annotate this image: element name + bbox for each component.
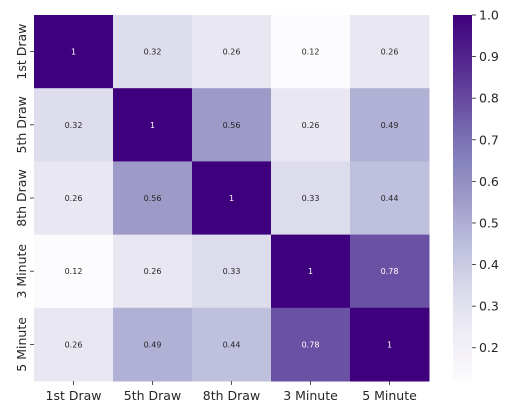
y-axis: 1st Draw 5th Draw 8th Draw 3 Minute 5 Minute [14, 24, 34, 372]
heatmap-cell-5th-draw-1st-draw [34, 88, 114, 162]
colorbar-tick-label: 0.3 [479, 299, 499, 314]
x-tick-label: 5th Draw [124, 388, 181, 403]
y-tick-label: 8th Draw [14, 169, 29, 226]
cell-value-label: 0.26 [223, 48, 241, 57]
heatmap-cell-1st-draw-8th-draw [192, 15, 272, 89]
heatmap-cell-5-minute-8th-draw [192, 307, 272, 382]
heatmap-cell-1st-draw-5th-draw [113, 15, 193, 89]
heatmap-cell-1st-draw-3-minute [271, 15, 351, 89]
x-tick-label: 5 Minute [362, 388, 417, 403]
heatmap-cell-3-minute-8th-draw [192, 234, 272, 309]
cell-value-label: 0.32 [65, 121, 83, 130]
heatmap-cell-5th-draw-3-minute [271, 88, 351, 162]
x-tick-label: 1st Draw [46, 388, 102, 403]
cell-value-label: 0.26 [144, 267, 162, 276]
heatmap-cell-3-minute-5th-draw [113, 234, 193, 309]
y-tick-label: 1st Draw [14, 24, 29, 80]
heatmap-cell-8th-draw-3-minute [271, 161, 351, 236]
cell-value-label: 0.32 [144, 48, 162, 57]
heatmap-cell-labels: 1 0.32 0.26 0.12 0.26 0.32 1 0.56 0.26 0.49 0.26 0.… [65, 48, 399, 350]
heatmap-cell-3-minute-3-minute [271, 234, 351, 309]
cell-value-label: 0.26 [65, 194, 83, 203]
cell-value-label: 1 [308, 267, 313, 276]
cell-value-label: 0.33 [223, 267, 241, 276]
heatmap-cell-3-minute-5-minute [350, 234, 430, 309]
cell-value-label: 0.12 [302, 48, 320, 57]
y-tick-label: 5th Draw [14, 96, 29, 153]
cell-value-label: 0.78 [302, 340, 320, 349]
heatmap-cell-5-minute-5-minute [350, 307, 430, 382]
heatmap-cell-5-minute-3-minute [271, 307, 351, 382]
colorbar-tick-label: 0.9 [479, 49, 499, 64]
colorbar-tick-label: 0.8 [479, 91, 499, 106]
heatmap-cell-5-minute-5th-draw [113, 307, 193, 382]
colorbar-gradient [453, 15, 472, 381]
y-tick-label: 5 Minute [14, 317, 29, 372]
heatmap-cell-5-minute-1st-draw [34, 307, 114, 382]
colorbar-tick-label: 0.7 [479, 132, 499, 147]
heatmap-cell-1st-draw-5-minute [350, 15, 430, 89]
heatmap-cell-8th-draw-1st-draw [34, 161, 114, 236]
heatmap-cell-3-minute-1st-draw [34, 234, 114, 309]
x-axis: 1st Draw 5th Draw 8th Draw 3 Minute 5 Minute [46, 381, 417, 403]
heatmap-cell-5th-draw-5-minute [350, 88, 430, 162]
cell-value-label: 0.44 [381, 194, 399, 203]
colorbar-tick-label: 0.5 [479, 215, 499, 230]
cell-value-label: 0.26 [381, 48, 399, 57]
heatmap-cell-8th-draw-8th-draw [192, 161, 272, 236]
cell-value-label: 1 [387, 340, 392, 349]
x-tick-label: 8th Draw [203, 388, 260, 403]
colorbar-tick-label: 1.0 [479, 8, 499, 23]
heatmap-cell-8th-draw-5-minute [350, 161, 430, 236]
cell-value-label: 0.33 [302, 194, 320, 203]
colorbar-tick-label: 0.2 [479, 340, 499, 355]
y-tick-label: 3 Minute [14, 244, 29, 299]
cell-value-label: 0.49 [381, 121, 399, 130]
cell-value-label: 0.56 [223, 121, 241, 130]
colorbar-tick-label: 0.6 [479, 174, 499, 189]
heatmap-cell-1st-draw-1st-draw [34, 15, 114, 89]
cell-value-label: 0.44 [223, 340, 241, 349]
cell-value-label: 1 [150, 121, 155, 130]
cell-value-label: 1 [229, 194, 234, 203]
cell-value-label: 0.26 [65, 340, 83, 349]
cell-value-label: 1 [71, 48, 76, 57]
colorbar: 0.2 0.3 0.4 0.5 0.6 0.7 0.8 0.9 1.0 [453, 8, 499, 381]
heatmap-cells [34, 15, 430, 382]
cell-value-label: 0.26 [302, 121, 320, 130]
cell-value-label: 0.78 [381, 267, 399, 276]
cell-value-label: 0.12 [65, 267, 83, 276]
heatmap-cell-8th-draw-5th-draw [113, 161, 193, 236]
x-tick-label: 3 Minute [283, 388, 338, 403]
heatmap-cell-5th-draw-5th-draw [113, 88, 193, 162]
heatmap-cell-5th-draw-8th-draw [192, 88, 272, 162]
cell-value-label: 0.56 [144, 194, 162, 203]
cell-value-label: 0.49 [144, 340, 162, 349]
colorbar-tick-label: 0.4 [479, 257, 499, 272]
